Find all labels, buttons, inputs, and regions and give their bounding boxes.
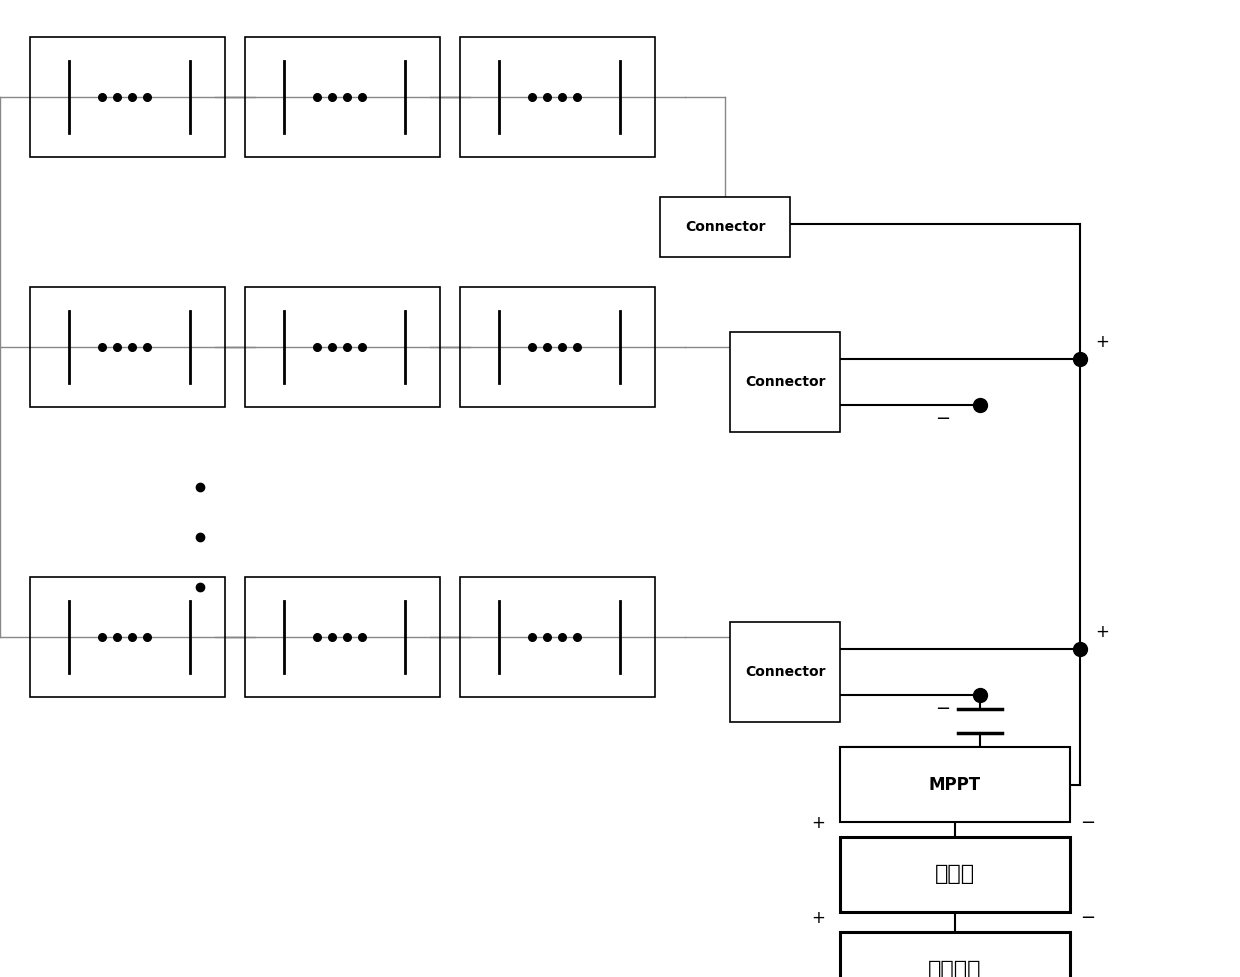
Text: +: + — [811, 909, 825, 927]
Text: +: + — [811, 814, 825, 832]
Text: +: + — [1095, 623, 1109, 641]
Bar — [730, 622, 839, 722]
Text: 电力网络: 电力网络 — [929, 959, 982, 977]
Bar — [30, 577, 224, 697]
Bar — [246, 37, 440, 157]
Text: 逆变器: 逆变器 — [935, 865, 975, 884]
Text: Connector: Connector — [745, 665, 826, 679]
Bar — [30, 287, 224, 407]
Text: −: − — [1080, 909, 1095, 927]
Bar — [839, 932, 1070, 977]
Text: −: − — [935, 410, 950, 428]
Bar — [460, 287, 655, 407]
Bar — [246, 577, 440, 697]
Text: Connector: Connector — [684, 220, 765, 234]
Text: +: + — [1095, 333, 1109, 351]
Text: −: − — [935, 700, 950, 718]
Bar — [660, 197, 790, 257]
Bar — [460, 37, 655, 157]
Text: −: − — [1080, 814, 1095, 832]
Bar — [839, 747, 1070, 822]
Bar — [839, 837, 1070, 912]
Bar — [460, 577, 655, 697]
Text: MPPT: MPPT — [929, 776, 981, 793]
Bar — [30, 37, 224, 157]
Bar — [730, 332, 839, 432]
Text: Connector: Connector — [745, 375, 826, 389]
Bar — [246, 287, 440, 407]
